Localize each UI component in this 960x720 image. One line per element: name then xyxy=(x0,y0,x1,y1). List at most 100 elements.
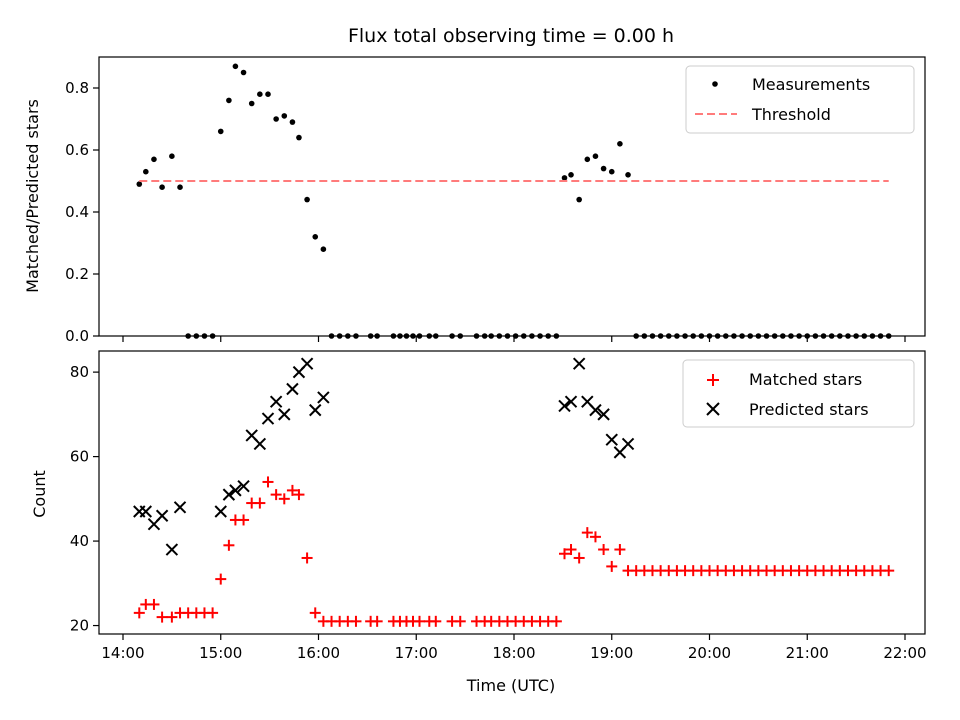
x-tick-label: 19:00 xyxy=(590,644,633,662)
matched-star-point xyxy=(430,615,442,627)
x-ticks-bottom: 14:00 15:00 16:00 17:00 18:00 19:00 20:00 21:00… xyxy=(101,634,927,662)
measurement-point xyxy=(592,153,599,159)
matched-star-point xyxy=(371,615,383,627)
x-tick-label: 20:00 xyxy=(688,644,731,662)
measurement-point xyxy=(625,172,631,178)
predicted-star-point xyxy=(621,437,635,451)
measurement-point xyxy=(240,69,247,76)
x-tick-label: 18:00 xyxy=(492,644,535,662)
matched-star-point xyxy=(270,489,282,501)
measurement-point xyxy=(265,91,271,97)
y-tick-label: 0.8 xyxy=(65,79,89,97)
predicted-star-point xyxy=(214,505,227,518)
measurement-point xyxy=(136,181,143,187)
x-axis-label: Time (UTC) xyxy=(466,676,555,695)
measurement-point xyxy=(226,97,232,104)
predicted-star-point xyxy=(253,437,267,451)
measurement-point xyxy=(561,175,568,181)
matched-star-point xyxy=(454,615,466,627)
measurement-point xyxy=(281,113,288,119)
matched-star-point xyxy=(133,607,145,619)
measurements-panel: Flux total observing time = 0.00 h Match… xyxy=(23,25,926,345)
matched-star-point xyxy=(286,484,298,496)
predicted-star-point xyxy=(269,395,283,408)
measurement-point xyxy=(289,119,296,125)
legend-label-threshold: Threshold xyxy=(751,105,831,124)
matched-star-point xyxy=(565,544,577,556)
y-tick-label: 60 xyxy=(70,448,89,466)
measurement-point xyxy=(312,234,319,240)
predicted-star-point xyxy=(589,403,602,417)
chart-title: Flux total observing time = 0.00 h xyxy=(348,25,674,47)
predicted-star-point xyxy=(139,505,153,518)
matched-star-point xyxy=(254,497,266,509)
matched-star-point xyxy=(223,539,235,551)
matched-star-point xyxy=(573,552,585,564)
predicted-star-point xyxy=(605,433,618,446)
y-ticks-bottom: 20 40 60 80 xyxy=(70,363,99,635)
x-tick-label: 15:00 xyxy=(199,644,242,662)
predicted-star-point xyxy=(278,408,291,421)
plot-frame-top xyxy=(98,56,926,337)
y-tick-label: 0.6 xyxy=(65,141,89,159)
matched-star-point xyxy=(606,560,618,572)
measurement-point xyxy=(248,100,255,107)
predicted-star-point xyxy=(222,488,236,501)
matched-star-point xyxy=(262,476,274,488)
plot-frame-bottom xyxy=(98,350,926,635)
matched-star-point xyxy=(166,611,178,623)
x-tick-label: 17:00 xyxy=(395,644,438,662)
measurement-point xyxy=(617,141,623,147)
matched-star-point xyxy=(614,544,626,556)
legend-top: Measurements Threshold xyxy=(685,65,915,134)
y-tick-label: 0.4 xyxy=(65,203,89,221)
predicted-star-point xyxy=(261,412,275,425)
predicted-star-point xyxy=(309,403,322,417)
matched-star-point xyxy=(238,514,250,526)
measurement-point xyxy=(273,116,279,122)
measurement-point xyxy=(576,196,582,203)
legend-plus-marker xyxy=(707,374,719,386)
y-axis-label-bottom: Count xyxy=(30,470,49,518)
matched-star-point xyxy=(301,552,313,564)
measurement-point xyxy=(296,134,302,141)
x-tick-label: 16:00 xyxy=(297,644,340,662)
measurement-point xyxy=(304,196,310,203)
y-tick-label: 40 xyxy=(70,532,89,550)
matched-star-point xyxy=(293,489,305,501)
matched-star-point xyxy=(350,615,362,627)
y-tick-label: 20 xyxy=(70,617,89,635)
x-tick-label: 22:00 xyxy=(883,644,926,662)
x-tick-label: 21:00 xyxy=(786,644,829,662)
measurement-point xyxy=(568,172,574,178)
measurement-point xyxy=(232,63,239,70)
measurement-point xyxy=(169,153,175,159)
y-tick-label: 80 xyxy=(70,363,89,381)
predicted-star-point xyxy=(572,357,586,370)
measurement-point xyxy=(608,168,615,175)
measurement-point xyxy=(143,168,149,175)
predicted-star-point xyxy=(237,479,250,493)
predicted-star-point xyxy=(558,399,571,413)
measurement-point xyxy=(159,184,165,190)
measurement-point xyxy=(151,156,157,163)
matched-star-point xyxy=(309,607,321,619)
x-tick-label: 14:00 xyxy=(101,644,144,662)
legend-label-predicted: Predicted stars xyxy=(749,400,869,419)
matched-star-point xyxy=(559,548,571,560)
counts-panel: Count Time (UTC) 20 40 60 80 14:00 15:00 16:0… xyxy=(30,350,927,695)
measurement-point xyxy=(584,156,591,163)
matched-star-point xyxy=(581,527,593,539)
matched-star-point xyxy=(278,493,290,505)
matched-star-point xyxy=(589,531,601,543)
measurement-point xyxy=(217,128,224,135)
measurement-point xyxy=(257,91,263,97)
y-axis-label-top: Matched/Predicted stars xyxy=(23,99,42,293)
legend-x-marker xyxy=(706,402,720,416)
measurement-point xyxy=(177,184,183,190)
legend-label-measurements: Measurements xyxy=(752,75,870,94)
matched-star-point xyxy=(598,544,610,556)
legend-label-matched: Matched stars xyxy=(749,370,862,389)
count-points xyxy=(133,357,895,627)
